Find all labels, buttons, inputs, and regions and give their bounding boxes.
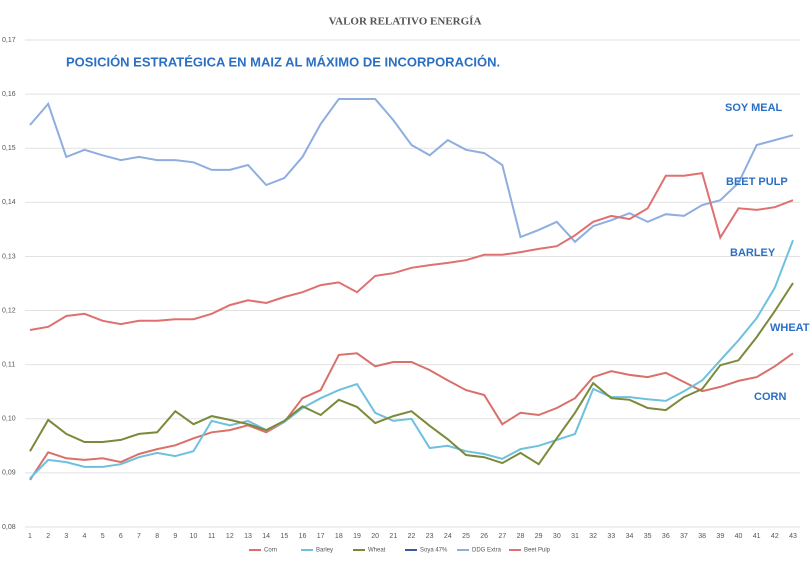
x-tick-label: 9 — [173, 533, 177, 540]
x-tick-label: 33 — [607, 533, 615, 540]
x-tick-label: 28 — [517, 533, 525, 540]
x-tick-label: 1 — [28, 533, 32, 540]
x-tick-label: 38 — [698, 533, 706, 540]
x-tick-label: 12 — [226, 533, 234, 540]
annotation: WHEAT — [770, 322, 810, 334]
x-tick-label: 2 — [46, 533, 50, 540]
x-tick-label: 29 — [535, 533, 543, 540]
annotation: SOY MEAL — [725, 102, 783, 114]
x-tick-label: 22 — [408, 533, 416, 540]
x-tick-label: 43 — [789, 533, 797, 540]
x-tick-label: 14 — [262, 533, 270, 540]
x-tick-label: 25 — [462, 533, 470, 540]
y-tick-label: 0,16 — [2, 91, 16, 98]
x-tick-label: 4 — [83, 533, 87, 540]
x-tick-label: 18 — [335, 533, 343, 540]
x-tick-label: 42 — [771, 533, 779, 540]
x-tick-label: 35 — [644, 533, 652, 540]
x-tick-label: 20 — [371, 533, 379, 540]
legend-label: Wheat — [368, 548, 386, 554]
x-tick-label: 37 — [680, 533, 688, 540]
x-tick-label: 15 — [280, 533, 288, 540]
x-tick-label: 30 — [553, 533, 561, 540]
y-tick-label: 0,12 — [2, 307, 16, 314]
y-tick-label: 0,10 — [2, 416, 16, 423]
legend-label: Corn — [264, 548, 277, 554]
chart-subtitle: POSICIÓN ESTRATÉGICA EN MAIZ AL MÁXIMO D… — [66, 54, 500, 69]
x-tick-label: 8 — [155, 533, 159, 540]
x-tick-label: 36 — [662, 533, 670, 540]
series-line — [29, 352, 794, 481]
x-tick-label: 31 — [571, 533, 579, 540]
chart-title: VALOR RELATIVO ENERGÍA — [329, 16, 482, 28]
x-tick-label: 32 — [589, 533, 597, 540]
series-line — [29, 282, 794, 466]
legend-label: DDG Extra — [472, 548, 502, 554]
x-tick-label: 41 — [753, 533, 761, 540]
x-tick-label: 13 — [244, 533, 252, 540]
legend-label: Beet Pulp — [524, 548, 551, 554]
x-tick-label: 5 — [101, 533, 105, 540]
y-tick-label: 0,17 — [2, 37, 16, 44]
x-tick-label: 16 — [299, 533, 307, 540]
annotation: BEET PULP — [726, 176, 788, 188]
annotation: BARLEY — [730, 247, 776, 259]
x-tick-label: 27 — [498, 533, 506, 540]
y-tick-label: 0,13 — [2, 253, 16, 260]
y-tick-label: 0,11 — [2, 362, 15, 369]
x-tick-label: 17 — [317, 533, 325, 540]
x-tick-label: 34 — [626, 533, 634, 540]
x-tick-label: 24 — [444, 533, 452, 540]
x-tick-label: 11 — [208, 533, 215, 540]
x-tick-label: 39 — [716, 533, 724, 540]
series-line — [29, 98, 794, 244]
annotation: CORN — [754, 391, 786, 403]
x-tick-label: 10 — [190, 533, 198, 540]
series-line — [29, 239, 794, 480]
y-tick-label: 0,09 — [2, 470, 16, 477]
y-tick-label: 0,08 — [2, 524, 16, 531]
x-tick-label: 21 — [389, 533, 397, 540]
y-tick-label: 0,14 — [2, 199, 16, 206]
x-tick-label: 19 — [353, 533, 361, 540]
x-tick-label: 23 — [426, 533, 434, 540]
y-tick-label: 0,15 — [2, 145, 16, 152]
legend-label: Soya 47% — [420, 548, 448, 554]
x-tick-label: 26 — [480, 533, 488, 540]
x-tick-label: 6 — [119, 533, 123, 540]
x-tick-label: 40 — [735, 533, 743, 540]
x-tick-label: 3 — [64, 533, 68, 540]
legend-label: Barley — [316, 548, 333, 554]
x-tick-label: 7 — [137, 533, 141, 540]
series-line — [29, 171, 794, 331]
